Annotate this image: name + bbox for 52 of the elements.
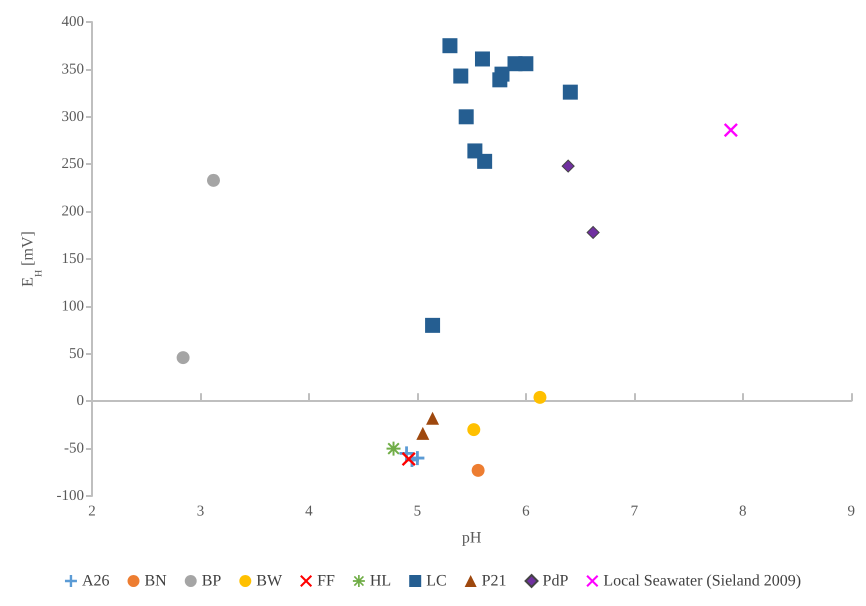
y-tick-label: 100: [62, 298, 84, 314]
legend-label: PdP: [542, 572, 568, 590]
point: [494, 66, 510, 82]
x-tick-label: 2: [88, 504, 96, 520]
y-tick-label: 150: [62, 251, 84, 267]
point: [426, 412, 440, 425]
legend-label: A26: [82, 572, 110, 590]
legend-label: P21: [482, 572, 507, 590]
legend-label: FF: [317, 572, 335, 590]
point: [477, 154, 492, 169]
point: [467, 423, 480, 436]
point: [402, 452, 416, 466]
point: [474, 51, 490, 66]
x-tick-label: 6: [522, 504, 530, 520]
point: [442, 38, 458, 54]
point: [386, 442, 401, 456]
y-tick-label: 250: [62, 156, 84, 172]
point: [176, 351, 190, 364]
point: [518, 56, 534, 72]
x-tick-label: 7: [630, 504, 639, 520]
y-tick-label: 400: [62, 14, 84, 30]
y-tick-label: 50: [69, 346, 84, 362]
y-axis-title: EH [mV]: [20, 231, 44, 287]
point: [533, 390, 546, 404]
y-tick-label: 0: [76, 393, 84, 410]
x-tick-label: 3: [196, 504, 204, 520]
point: [425, 318, 440, 333]
legend-label: BN: [144, 572, 168, 590]
x-tick-label: 9: [848, 504, 855, 520]
point: [562, 160, 575, 173]
point: [416, 426, 430, 440]
y-tick-label: 300: [62, 108, 84, 125]
y-tick-label: 200: [62, 204, 84, 220]
legend-label: Local Seawater (Sieland 2009): [603, 572, 802, 590]
point: [453, 68, 468, 84]
x-tick-label: 5: [414, 504, 422, 520]
y-tick-label: -50: [64, 440, 84, 457]
point: [724, 123, 738, 138]
legend-label: LC: [426, 572, 447, 590]
point: [562, 84, 578, 100]
point: [472, 464, 485, 477]
legend-label: HL: [370, 572, 392, 590]
legend-label: BW: [256, 572, 283, 590]
y-tick-label: 350: [62, 61, 84, 78]
y-tick-label: -100: [56, 488, 84, 504]
x-tick-label: 4: [305, 504, 314, 520]
point: [586, 226, 600, 239]
x-axis-title: pH: [462, 530, 482, 546]
point: [206, 174, 220, 187]
legend-label: BP: [202, 572, 222, 590]
x-tick-label: 8: [739, 504, 747, 520]
point: [458, 109, 474, 124]
